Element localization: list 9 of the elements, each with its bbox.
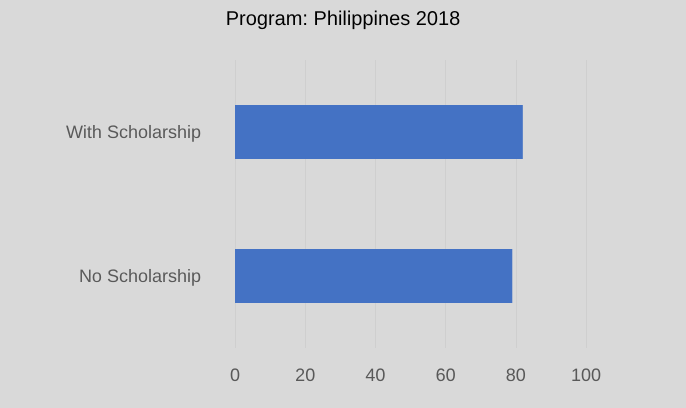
x-tick-label: 20 <box>295 365 316 385</box>
x-tick-label: 40 <box>365 365 386 385</box>
x-tick-label: 0 <box>230 365 240 385</box>
y-tick-label: With Scholarship <box>66 122 201 142</box>
x-tick-label: 60 <box>436 365 456 385</box>
chart-title: Program: Philippines 2018 <box>226 8 460 30</box>
y-tick-label: No Scholarship <box>78 266 201 286</box>
x-tick-label: 80 <box>506 365 526 385</box>
x-tick-label: 100 <box>570 365 602 385</box>
